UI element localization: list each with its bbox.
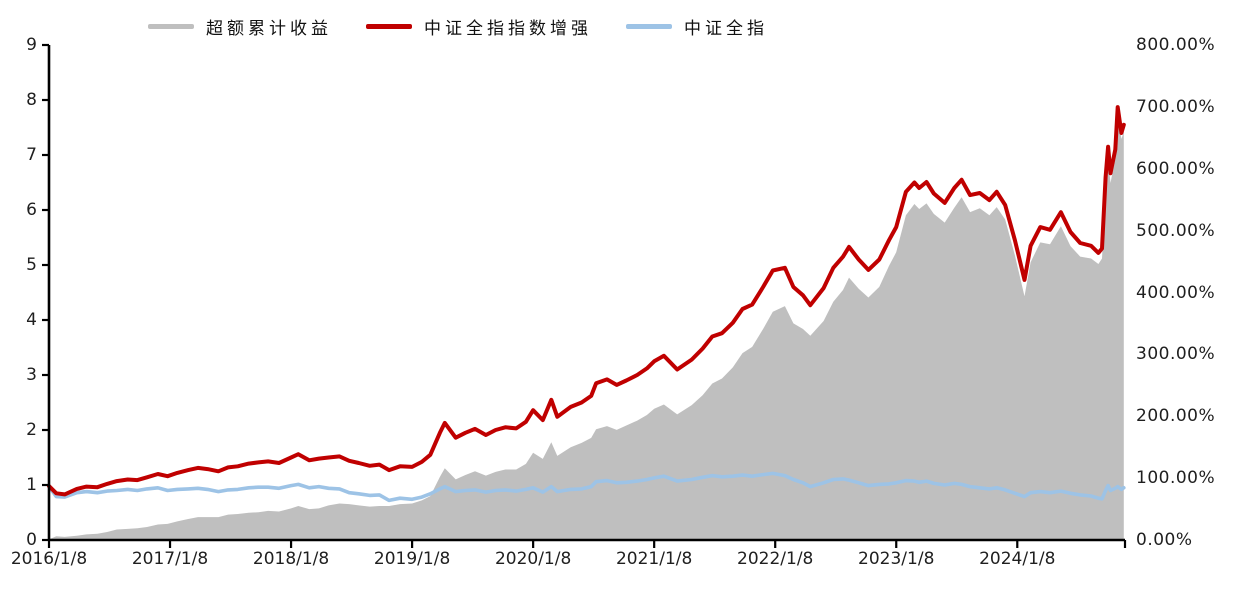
legend-item-csi-all-share-index: 中证全指 <box>626 14 768 39</box>
area-series-excess-cumulative-return <box>49 113 1124 540</box>
left-axis-tick-label: 4 <box>26 310 37 330</box>
x-axis-tick-label: 2024/1/8 <box>979 549 1056 569</box>
legend-label: 超额累计收益 <box>206 19 332 39</box>
right-axis-tick-label: 400.00% <box>1136 282 1216 303</box>
left-axis-tick-label: 1 <box>26 475 37 495</box>
x-axis-tick-label: 2023/1/8 <box>858 549 935 569</box>
right-axis-tick-label: 500.00% <box>1136 220 1216 241</box>
line-series-csi-all-share <box>47 471 1126 503</box>
chart-legend: 超额累计收益 中证全指指数增强 中证全指 <box>148 14 768 39</box>
left-axis-tick-label: 5 <box>26 255 37 275</box>
line-series-enhanced-index <box>47 105 1126 497</box>
blue-line-swatch-icon <box>626 24 672 29</box>
left-axis-tick-label: 3 <box>26 365 37 385</box>
x-axis-tick-label: 2021/1/8 <box>615 549 693 569</box>
right-axis-tick-label: 0.00% <box>1136 530 1193 550</box>
right-axis-tick-label: 200.00% <box>1136 406 1216 427</box>
right-axis-tick-label: 700.00% <box>1136 96 1216 117</box>
left-axis-tick-label: 9 <box>26 35 37 55</box>
red-line-swatch-icon <box>366 24 412 29</box>
x-axis-tick-label: 2018/1/8 <box>252 549 330 569</box>
right-axis-tick-label: 100.00% <box>1136 468 1216 489</box>
right-axis-tick-label: 300.00% <box>1136 344 1216 365</box>
left-axis-tick-label: 6 <box>26 200 37 220</box>
right-axis-tick-label: 800.00% <box>1136 35 1216 55</box>
x-axis-tick-label: 2020/1/8 <box>494 549 572 569</box>
legend-label: 中证全指指数增强 <box>424 19 592 39</box>
x-axis-tick-label: 2017/1/8 <box>131 549 209 569</box>
legend-item-csi-all-share-index-enhanced: 中证全指指数增强 <box>366 14 592 39</box>
left-axis-tick-label: 7 <box>26 145 37 165</box>
left-axis-tick-label: 2 <box>26 420 37 440</box>
x-axis-tick-label: 2016/1/8 <box>10 549 88 569</box>
legend-item-excess-cumulative-return: 超额累计收益 <box>148 14 332 39</box>
x-axis-tick-label: 2019/1/8 <box>373 549 451 569</box>
left-axis-tick-label: 8 <box>26 90 37 110</box>
x-axis-tick-label: 2022/1/8 <box>737 549 814 569</box>
left-axis-tick-label: 0 <box>26 530 37 550</box>
right-axis-tick-label: 600.00% <box>1136 158 1216 179</box>
legend-label: 中证全指 <box>684 19 768 39</box>
gray-line-swatch-icon <box>148 24 194 29</box>
